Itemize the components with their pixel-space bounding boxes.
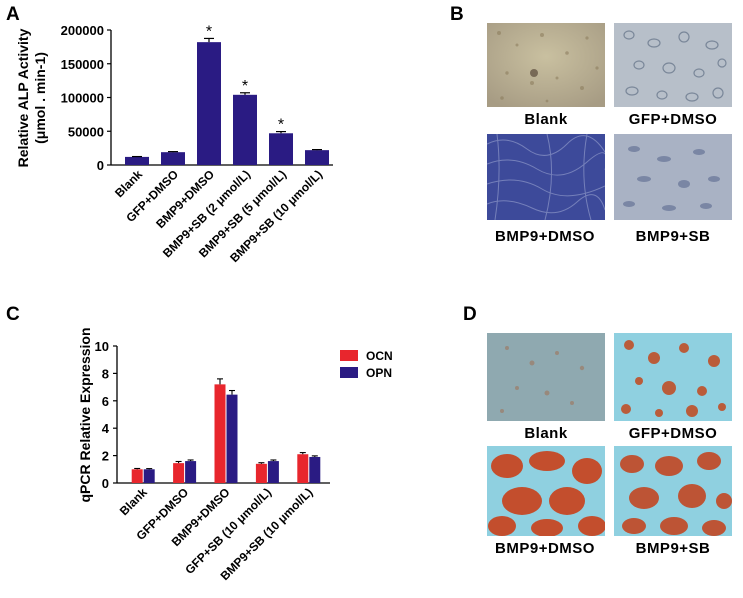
bar-ocn [214, 384, 226, 483]
micrograph-b-gfp-dmso [614, 23, 732, 107]
micrograph-d-bmp9-dmso-image [487, 446, 605, 536]
micrograph-d-blank-image [487, 333, 605, 421]
caption-b-gfp-dmso: GFP+DMSO [628, 111, 718, 128]
bar-opn [309, 456, 321, 483]
y-tick-label: 8 [102, 366, 109, 381]
significance-marker: * [242, 78, 248, 95]
caption-b-blank: Blank [524, 111, 568, 128]
bar [233, 94, 257, 165]
bar [161, 152, 185, 165]
bar-opn [226, 394, 238, 483]
y-tick-label: 10 [95, 339, 109, 354]
bar-ocn [173, 463, 185, 483]
bar-opn [267, 461, 279, 483]
caption-b-bmp9-sb: BMP9+SB [635, 228, 711, 245]
bar [197, 42, 221, 165]
caption-b-bmp9-dmso: BMP9+DMSO [495, 228, 595, 245]
micrograph-b-bmp9-dmso [487, 134, 605, 220]
bar [125, 156, 149, 165]
panel-letter-c: C [6, 304, 20, 325]
y-axis-label: qPCR Relative Expression [77, 327, 93, 502]
caption-d-gfp-dmso: GFP+DMSO [628, 425, 718, 442]
y-axis-label: Relative ALP Activity [15, 28, 31, 167]
y-tick-label: 200000 [61, 23, 104, 38]
y-tick-label: 150000 [61, 57, 104, 72]
micrograph-d-blank [487, 333, 605, 421]
bar-ocn [297, 454, 309, 483]
alp-activity-chart: 0 50000 100000 150000 200000 Relative ALP Act… [15, 23, 333, 265]
panel-letter-a: A [6, 4, 20, 25]
caption-d-bmp9-sb: BMP9+SB [635, 540, 711, 557]
y-tick-label: 0 [102, 476, 109, 491]
bar [305, 150, 329, 165]
micrograph-b-bmp9-sb [614, 134, 732, 220]
micrograph-d-bmp9-sb-image [614, 446, 732, 536]
y-tick-label: 2 [102, 449, 109, 464]
panel-letter-d: D [463, 304, 477, 325]
micrograph-b-blank [487, 23, 605, 107]
micrograph-d-gfp-dmso [614, 333, 732, 421]
bar-opn [185, 461, 197, 483]
micrograph-b-gfp-dmso-image [614, 23, 732, 107]
y-tick-label: 6 [102, 394, 109, 409]
x-tick-label: Blank [112, 167, 145, 200]
panel-letter-b: B [450, 4, 464, 25]
y-tick-label: 0 [97, 158, 104, 173]
bar-opn [143, 469, 155, 483]
bar-ocn [255, 463, 267, 483]
significance-marker: * [278, 117, 284, 134]
y-axis-label-units: (μmol . min-1) [32, 52, 48, 144]
y-tick-label: 50000 [68, 124, 104, 139]
micrograph-b-bmp9-dmso-image [487, 134, 605, 220]
bar-ocn [131, 469, 143, 483]
y-tick-label: 100000 [61, 91, 104, 106]
legend-swatch-ocn [340, 350, 358, 361]
bar [269, 133, 293, 165]
y-tick-label: 4 [102, 421, 110, 436]
micrograph-d-gfp-dmso-image [614, 333, 732, 421]
micrograph-b-bmp9-sb-image [614, 134, 732, 220]
legend-label-opn: OPN [366, 366, 392, 380]
legend-label-ocn: OCN [366, 349, 393, 363]
caption-d-blank: Blank [524, 425, 568, 442]
legend-swatch-opn [340, 367, 358, 378]
x-tick-label: Blank [117, 485, 150, 518]
micrograph-d-bmp9-dmso [487, 446, 605, 536]
significance-marker: * [206, 23, 212, 40]
micrograph-d-bmp9-sb [614, 446, 732, 536]
caption-d-bmp9-dmso: BMP9+DMSO [495, 540, 595, 557]
micrograph-b-blank-image [487, 23, 605, 107]
